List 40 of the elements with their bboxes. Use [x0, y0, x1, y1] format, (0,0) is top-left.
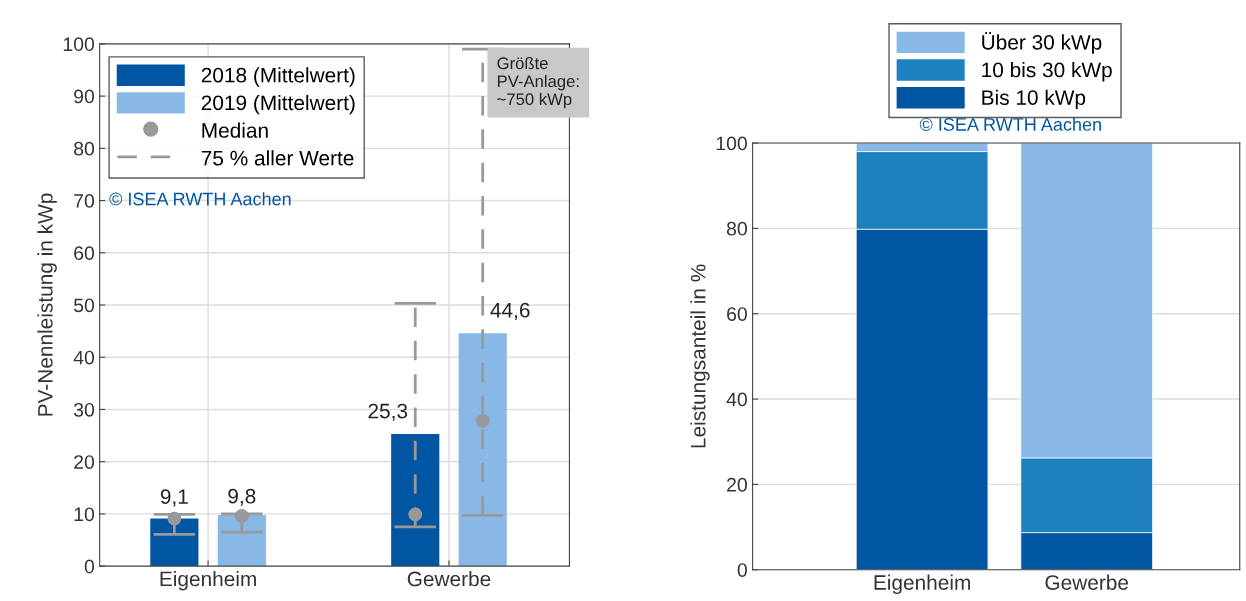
y-tick-label: 30 — [73, 402, 95, 417]
annotation: © ISEA RWTH Aachen — [109, 192, 291, 206]
annotation: 75 % aller Werte — [201, 150, 354, 166]
y-tick-label: 10 — [74, 507, 95, 522]
y-tick-label: 60 — [74, 246, 95, 261]
y-tick-label: 40 — [726, 392, 747, 407]
y-tick-label: 60 — [727, 307, 747, 321]
legend-label: Bis 10 kWp — [982, 89, 1086, 110]
y-tick-label: 100 — [63, 37, 95, 52]
text: © ISEA RWTH Aachen — [919, 117, 1101, 131]
y-tick-label: 20 — [74, 455, 95, 469]
legend-label: 2019 (Mittelwert) — [201, 94, 355, 115]
y-tick-label: 0 — [84, 559, 95, 574]
data-label: 9,1 — [160, 489, 188, 507]
y-tick-label: 80 — [726, 221, 747, 236]
bar — [217, 514, 266, 567]
x-tick-label: Gewerbe — [407, 571, 491, 587]
y-axis-title: PV-Nennleistung in kWp — [37, 193, 57, 416]
y-tick-label: 100 — [716, 136, 747, 151]
x-tick-label: Eigenheim — [160, 571, 256, 591]
y-tick-label: 70 — [74, 194, 95, 208]
x-tick-label: Eigenheim — [874, 574, 970, 595]
legend-label: Median — [202, 122, 268, 138]
bar — [391, 434, 440, 567]
data-label: 25,3 — [368, 403, 408, 421]
y-tick-label: 40 — [73, 350, 95, 365]
y-tick-label: 50 — [73, 298, 95, 313]
x-tick-label: Gewerbe — [1045, 574, 1129, 590]
bar — [458, 333, 507, 567]
annotation: Größte PV-Anlage: ~750 kWp — [497, 56, 579, 109]
legend-label: 10 bis 30 kWp — [982, 62, 1112, 82]
y-tick-label: 90 — [74, 89, 95, 104]
data-label: 9,8 — [228, 488, 256, 506]
data-label: 44,6 — [490, 302, 530, 321]
y-tick-label: 0 — [737, 563, 747, 577]
y-tick-label: 20 — [727, 477, 747, 492]
legend-label: Über 30 kWp — [982, 32, 1102, 54]
legend-label: 2018 (Mittelwert) — [201, 67, 355, 87]
y-axis-title: Leistungsanteil in % — [690, 264, 710, 448]
y-tick-label: 80 — [74, 141, 95, 156]
